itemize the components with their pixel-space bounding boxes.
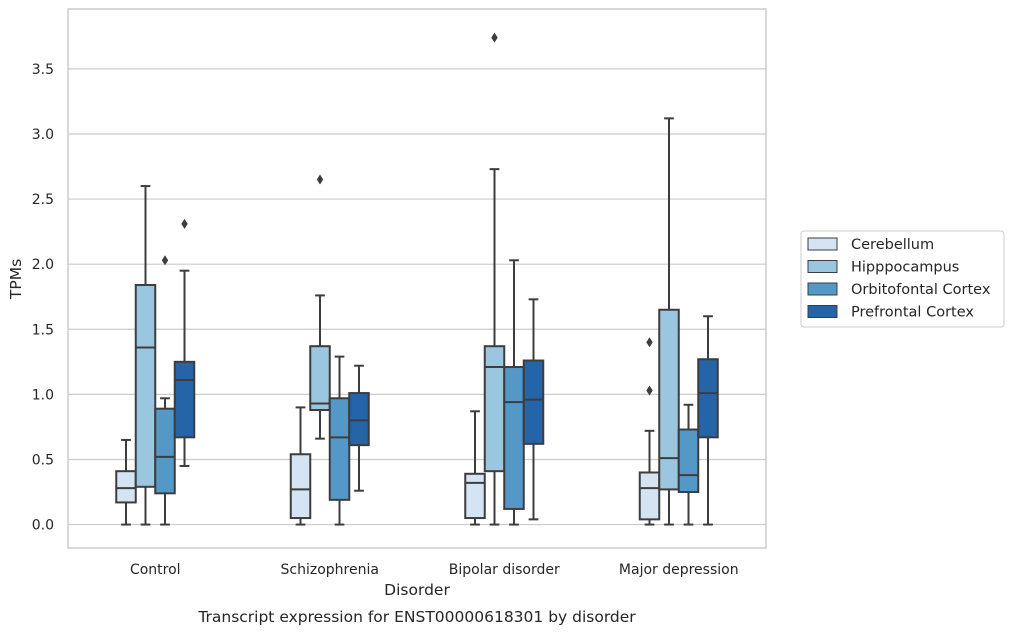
legend: Cerebellum Hipppocampus Orbitofontal Corte… xyxy=(800,230,1005,328)
box-body xyxy=(309,345,331,411)
y-tick-label: 1.5 xyxy=(32,322,54,338)
y-tick-label: 2.5 xyxy=(32,192,54,208)
box-body xyxy=(697,358,719,439)
box-body xyxy=(328,397,351,501)
outlier-point xyxy=(491,32,498,43)
box-body xyxy=(348,392,370,447)
box-schizophrenia-1 xyxy=(289,406,312,526)
y-tick-label: 3.0 xyxy=(32,127,54,143)
legend-label: Prefrontal Cortex xyxy=(851,305,974,321)
box-major-depression-4 xyxy=(697,315,719,526)
box-body xyxy=(134,284,157,488)
box-body xyxy=(154,407,176,495)
x-tick-label: Bipolar disorder xyxy=(449,562,560,578)
box-body xyxy=(638,471,661,521)
box-bipolar-disorder-1 xyxy=(464,410,486,526)
outlier-point xyxy=(316,174,324,185)
box-bipolar-disorder-2 xyxy=(483,32,506,526)
outlier-point xyxy=(646,337,653,348)
box-body xyxy=(289,453,312,520)
box-major-depression-1 xyxy=(638,337,661,526)
y-tick-label: 1.0 xyxy=(32,387,54,403)
box-body xyxy=(658,308,680,491)
y-axis-label: TPMs xyxy=(7,259,25,300)
legend-label: Orbitofontal Cortex xyxy=(851,282,991,298)
plot-frame xyxy=(67,8,767,549)
box-control-4 xyxy=(173,218,196,467)
legend-swatch xyxy=(807,260,838,273)
outlier-point xyxy=(646,385,653,396)
box-body xyxy=(522,359,545,445)
box-control-3 xyxy=(154,255,176,526)
box-body xyxy=(173,360,196,439)
outlier-point xyxy=(181,218,188,229)
box-schizophrenia-3 xyxy=(328,355,351,526)
x-tick-labels: Control Schizophrenia Bipolar disorder Majo… xyxy=(130,562,739,578)
legend-swatch xyxy=(807,237,838,251)
y-tick-label: 3.5 xyxy=(32,62,54,78)
box-body xyxy=(115,470,137,504)
x-tick-label: Control xyxy=(130,562,181,578)
y-tick-labels: 0.0 0.5 1.0 1.5 2.0 2.5 3.0 3.5 xyxy=(32,62,54,534)
box-schizophrenia-4 xyxy=(348,364,370,492)
box-bipolar-disorder-3 xyxy=(503,259,525,526)
legend-frame xyxy=(800,230,1005,328)
y-tick-label: 2.0 xyxy=(32,257,54,273)
box-control-1 xyxy=(115,438,137,526)
y-tick-label: 0.5 xyxy=(32,452,54,468)
legend-swatch xyxy=(807,282,838,296)
x-tick-label: Major depression xyxy=(619,562,739,578)
box-groups xyxy=(115,32,719,526)
legend-label: Cerebellum xyxy=(851,237,934,253)
box-major-depression-3 xyxy=(677,403,700,526)
y-tick-label: 0.0 xyxy=(32,518,54,534)
box-bipolar-disorder-4 xyxy=(522,298,545,521)
x-tick-label: Schizophrenia xyxy=(281,562,379,578)
x-axis-label: Disorder xyxy=(384,581,450,599)
box-body xyxy=(464,472,486,520)
box-schizophrenia-2 xyxy=(309,174,331,440)
chart-caption: Transcript expression for ENST0000061830… xyxy=(197,608,636,626)
box-body xyxy=(503,366,525,510)
box-major-depression-2 xyxy=(658,117,680,526)
outlier-point xyxy=(161,255,169,266)
legend-label: Hipppocampus xyxy=(851,260,959,276)
box-body xyxy=(483,345,506,473)
box-control-2 xyxy=(134,185,157,526)
box-body xyxy=(677,428,700,494)
legend-swatch xyxy=(807,305,838,318)
